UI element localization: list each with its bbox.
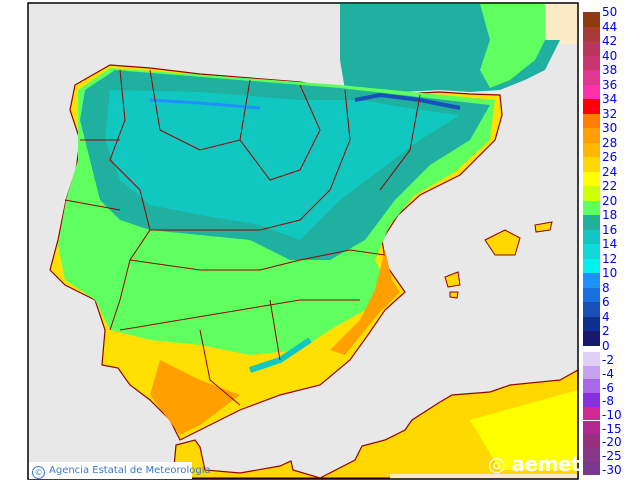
legend-swatch <box>583 258 600 273</box>
province-borders <box>64 69 421 406</box>
legend-swatch <box>583 352 600 366</box>
credit-text: Agencia Estatal de Meteorología <box>49 465 211 476</box>
legend-swatch <box>583 142 600 157</box>
legend-label: 38 <box>602 63 618 77</box>
legend-label: 42 <box>602 34 618 48</box>
legend-swatch <box>583 99 600 114</box>
legend-swatch <box>583 434 600 448</box>
legend-label: 34 <box>602 92 618 106</box>
legend-swatch <box>583 406 600 421</box>
legend-label: 30 <box>602 121 618 135</box>
france-warm-zone <box>480 4 545 88</box>
legend-swatch <box>583 420 600 435</box>
legend-swatch <box>583 215 600 230</box>
legend-swatch <box>583 229 600 244</box>
formentera <box>449 291 459 299</box>
legend-label: -6 <box>602 380 614 395</box>
ibiza <box>444 271 461 288</box>
legend-swatch <box>583 273 600 288</box>
temperature-map <box>27 2 579 480</box>
legend-label: 22 <box>602 179 618 193</box>
legend-swatch <box>583 41 600 56</box>
legend-swatch <box>583 287 600 302</box>
legend-swatch <box>583 12 600 27</box>
legend-label: -30 <box>602 462 622 477</box>
legend-swatch <box>583 447 600 462</box>
legend-label: 26 <box>602 150 618 164</box>
out-of-domain-area <box>545 4 578 44</box>
legend-swatch <box>583 26 600 41</box>
legend-swatch <box>583 200 600 215</box>
legend-label: 20 <box>602 193 618 208</box>
copyright-icon: © <box>32 466 45 479</box>
legend-label: 8 <box>602 280 610 295</box>
cold-mountains-2 <box>149 98 261 110</box>
legend-swatch <box>583 244 600 259</box>
warm-south <box>150 360 240 435</box>
legend-label: 0 <box>602 338 610 353</box>
legend-label: -4 <box>602 366 614 381</box>
legend-swatch <box>583 171 600 186</box>
aemet-logo: ◎ aemet <box>488 452 580 476</box>
legend-swatch <box>583 70 600 85</box>
legend-swatch <box>583 84 600 99</box>
legend-label: 4 <box>602 309 610 324</box>
legend-label: 10 <box>602 266 618 280</box>
warm-east <box>330 250 400 355</box>
legend-swatch <box>583 157 600 172</box>
legend-label: 16 <box>602 222 618 237</box>
legend-label: 36 <box>602 77 618 92</box>
temperature-legend: 50 44 42 40 38 36 34 32 30 28 26 24 22 20 18 16 14 12 10 8 6… <box>583 0 630 500</box>
logo-text: aemet <box>511 452 580 476</box>
legend-label: 12 <box>602 251 618 266</box>
legend-label: 50 <box>602 5 618 19</box>
legend-swatch <box>583 302 600 317</box>
legend-label: -10 <box>602 408 622 423</box>
africa-land <box>172 368 579 479</box>
legend-label: 44 <box>602 19 618 34</box>
cold-mountains <box>354 92 461 110</box>
legend-label: 2 <box>602 324 610 338</box>
legend-swatch <box>583 113 600 128</box>
cold-crest <box>105 90 460 240</box>
legend-label: 32 <box>602 106 618 121</box>
legend-label: -2 <box>602 353 614 368</box>
legend-label: 18 <box>602 208 618 222</box>
beige-strip <box>390 474 578 479</box>
legend-swatch <box>583 331 600 346</box>
legend-label: -20 <box>602 435 622 450</box>
legend-swatch <box>583 55 600 70</box>
legend-swatch <box>583 461 600 476</box>
agency-credit: © Agencia Estatal de Meteorología <box>29 462 211 479</box>
legend-swatch <box>583 379 600 394</box>
legend-label: -15 <box>602 421 622 436</box>
legend-label: -8 <box>602 394 614 409</box>
legend-swatch <box>583 128 600 143</box>
legend-label: 24 <box>602 164 618 179</box>
legend-label: 28 <box>602 135 618 150</box>
map-frame <box>27 2 579 480</box>
mallorca <box>484 229 521 256</box>
legend-swatch <box>583 316 600 331</box>
legend-swatch <box>583 365 600 380</box>
legend-label: -25 <box>602 449 622 464</box>
legend-swatch <box>583 186 600 201</box>
menorca <box>534 221 553 233</box>
legend-label: 40 <box>602 48 618 63</box>
legend-label: 14 <box>602 237 618 251</box>
africa-yellow <box>470 390 578 470</box>
legend-swatch <box>583 393 600 407</box>
legend-label: 6 <box>602 295 610 309</box>
